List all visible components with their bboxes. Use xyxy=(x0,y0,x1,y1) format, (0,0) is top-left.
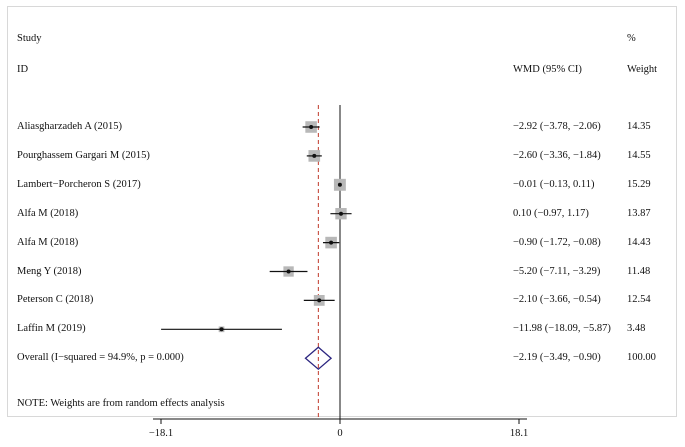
study-ci-text: −11.98 (−18.09, −5.87) xyxy=(513,323,611,335)
study-weight: 13.87 xyxy=(627,207,651,219)
study-weight: 14.55 xyxy=(627,149,651,161)
study-label: Alfa M (2018) xyxy=(17,207,79,219)
study-label: Laffin M (2019) xyxy=(17,323,86,335)
study-weight: 3.48 xyxy=(627,323,646,335)
overall-ci-text: −2.19 (−3.49, −0.90) xyxy=(513,352,601,364)
study-weight: 12.54 xyxy=(627,294,651,306)
x-tick-label: 18.1 xyxy=(510,428,528,439)
header-id: ID xyxy=(17,64,29,75)
overall-diamond xyxy=(304,346,333,371)
point-estimate xyxy=(329,240,334,245)
point-estimate xyxy=(337,182,342,187)
study-ci-text: −2.10 (−3.66, −0.54) xyxy=(513,294,601,306)
overall-label: Overall (I−squared = 94.9%, p = 0.000) xyxy=(17,352,184,364)
study-label: Aliasgharzadeh A (2015) xyxy=(17,121,122,132)
study-ci-text: −2.60 (−3.36, −1.84) xyxy=(513,149,601,161)
study-label: Lambert−Porcheron S (2017) xyxy=(17,178,141,190)
point-estimate xyxy=(286,269,291,274)
study-weight: 15.29 xyxy=(627,178,651,190)
study-label: Alfa M (2018) xyxy=(17,236,79,248)
study-label: Peterson C (2018) xyxy=(17,294,94,306)
study-ci-text: 0.10 (−0.97, 1.17) xyxy=(513,207,589,219)
study-ci-text: −2.92 (−3.78, −2.06) xyxy=(513,121,601,132)
study-ci-text: −5.20 (−7.11, −3.29) xyxy=(513,265,601,277)
study-weight: 14.35 xyxy=(627,121,651,132)
point-estimate xyxy=(309,125,314,129)
note-text: NOTE: Weights are from random effects an… xyxy=(17,398,225,409)
header-percent: % xyxy=(627,33,636,44)
point-estimate xyxy=(317,298,322,303)
study-label: Pourghassem Gargari M (2015) xyxy=(17,149,150,161)
study-weight: 14.43 xyxy=(627,236,651,248)
overall-weight: 100.00 xyxy=(627,352,656,364)
header-study: Study xyxy=(17,33,42,44)
header-weight: Weight xyxy=(627,64,658,75)
header-effect: WMD (95% CI) xyxy=(513,64,582,75)
x-tick-label: 0 xyxy=(337,428,342,439)
study-ci-text: −0.90 (−1.72, −0.08) xyxy=(513,236,601,248)
study-weight: 11.48 xyxy=(627,265,651,277)
study-label: Meng Y (2018) xyxy=(17,265,82,277)
point-estimate xyxy=(312,153,317,158)
point-estimate xyxy=(338,211,343,216)
x-tick-label: −18.1 xyxy=(149,428,173,439)
study-ci-text: −0.01 (−0.13, 0.11) xyxy=(513,178,595,190)
point-estimate xyxy=(219,327,224,332)
